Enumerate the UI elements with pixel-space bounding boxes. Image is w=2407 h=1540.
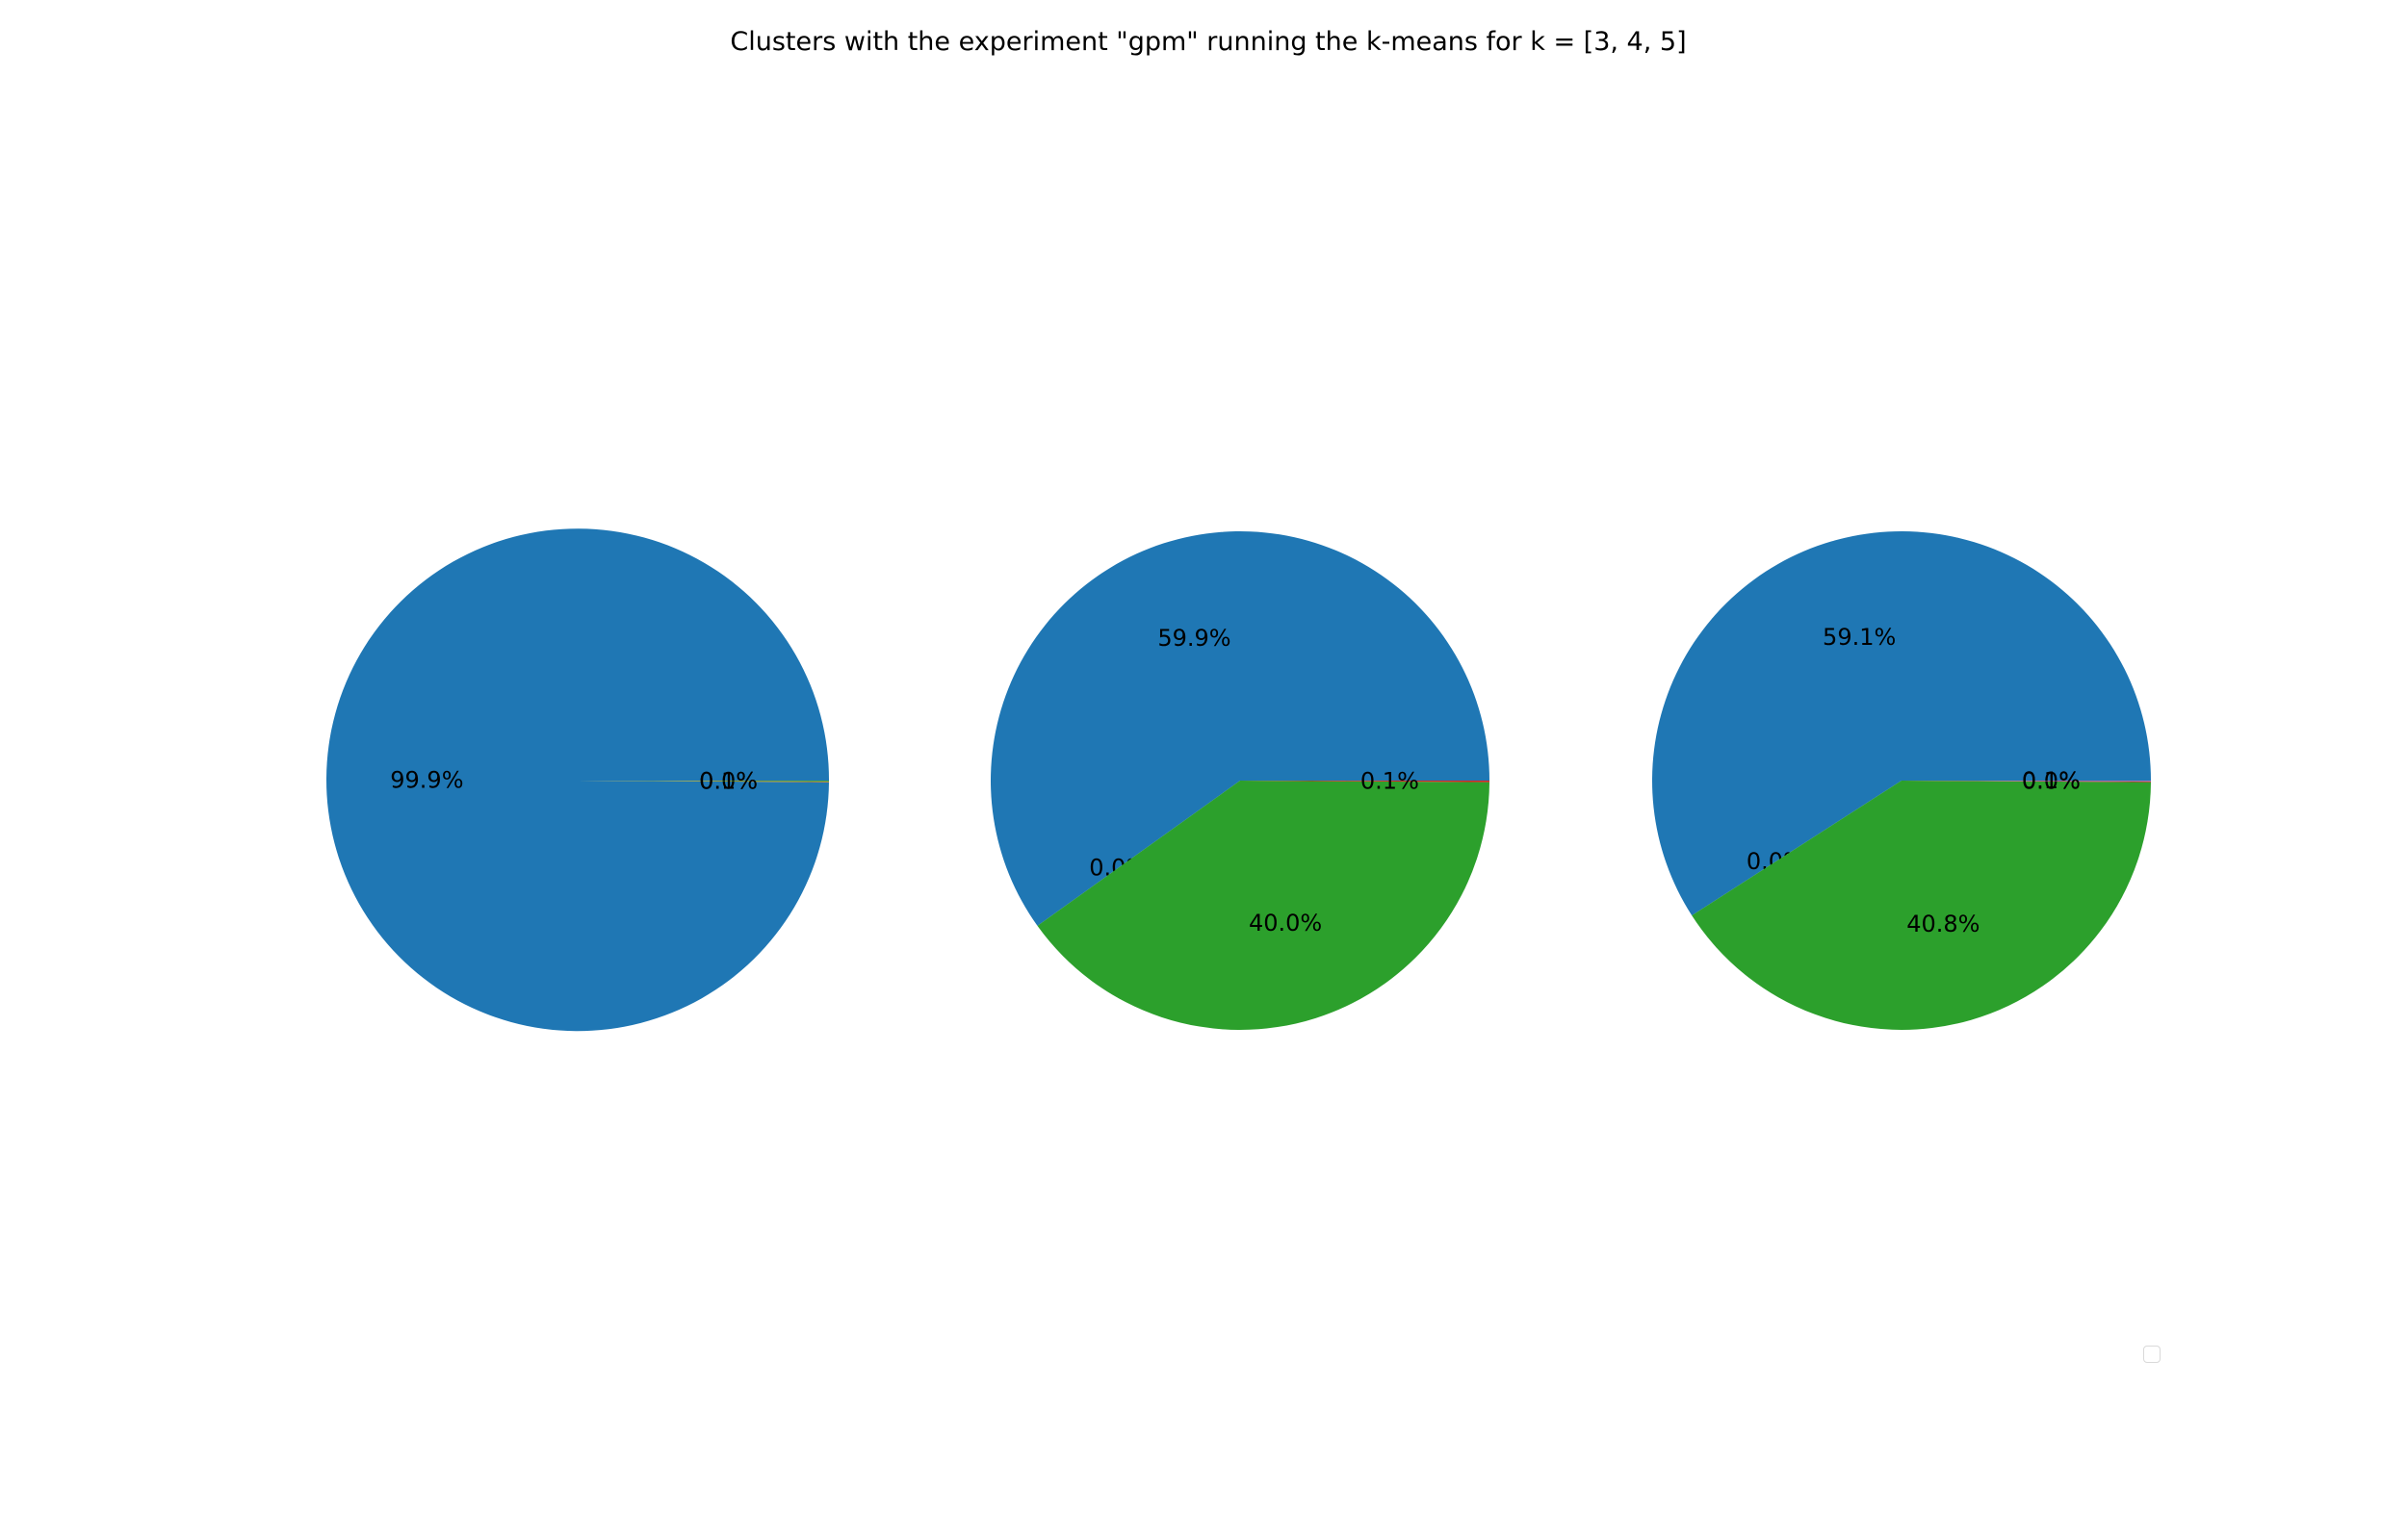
pie-5-label-0: 59.1% — [1823, 624, 1896, 651]
pie-5-label-2: 40.8% — [1906, 911, 1980, 937]
pie-5-slice-4 — [1902, 781, 2152, 782]
pie-3-label-1: 0.0% — [699, 768, 758, 795]
pie-4-label-3: 0.1% — [1360, 767, 1419, 794]
pie-4-label-2: 40.0% — [1249, 910, 1322, 937]
pie-3-label-2: 0.1% — [699, 767, 758, 794]
chart-title: Clusters with the experiment "gpm" runni… — [730, 27, 1687, 57]
pie-5-slice-2 — [1692, 781, 2151, 1030]
pie-5-slice-3 — [1902, 781, 2151, 783]
pie-4-slice-2 — [1037, 781, 1489, 1030]
pie-4-slice-0 — [991, 531, 1489, 926]
pie-5-slice-0 — [1652, 530, 2151, 916]
pie-3-label-0: 99.9% — [390, 767, 463, 794]
pie-chart-k4: 59.9%0.0%40.0%0.1% — [991, 531, 1489, 1030]
pie-3-slice-0 — [326, 528, 830, 1032]
legend — [2143, 1346, 2161, 1363]
pie-3-slice-2 — [578, 781, 830, 782]
pie-5-label-4: 0.1% — [2022, 767, 2081, 794]
pie-chart-k3: 99.9% 0.0%0.1% — [326, 528, 830, 1032]
pie-5-label-3: 0.0% — [2022, 768, 2081, 795]
pie-4-slice-3 — [1240, 781, 1489, 783]
pie-3-slice-1 — [578, 781, 829, 783]
pie-4-label-0: 59.9% — [1157, 625, 1230, 652]
pie-chart-k5: 59.1%0.0%40.8%0.0%0.1% — [1652, 530, 2152, 1030]
